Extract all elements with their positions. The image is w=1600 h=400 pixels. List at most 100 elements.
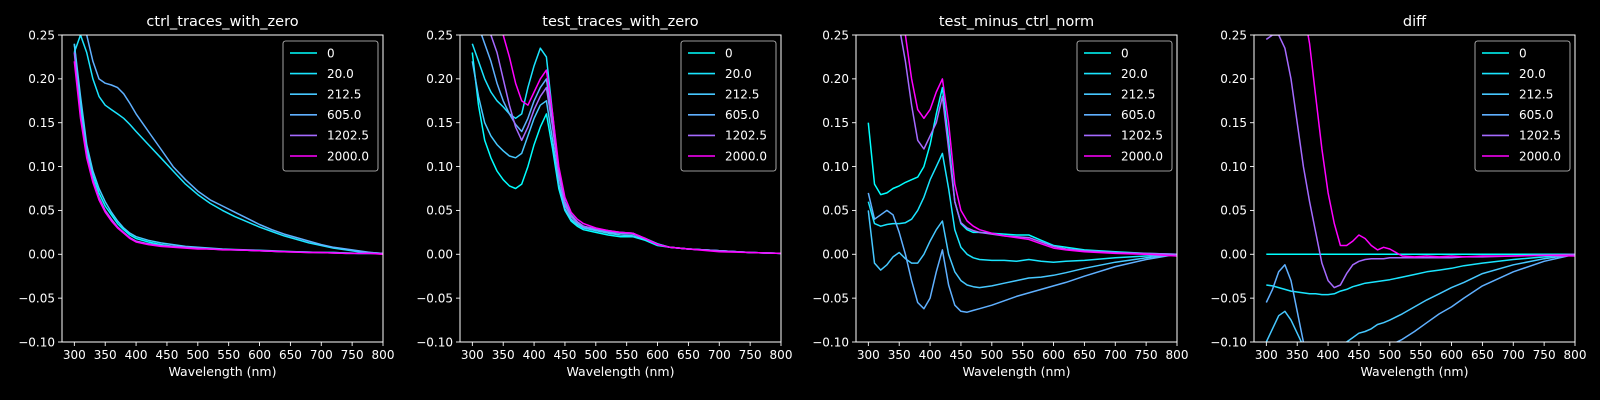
plot-title: test_traces_with_zero (542, 14, 699, 30)
plot-title: ctrl_traces_with_zero (146, 14, 298, 30)
x-axis-label: Wavelength (nm) (1361, 364, 1469, 379)
series-line-3 (1265, 253, 1575, 342)
legend-entry: 2000.0 (725, 149, 767, 163)
y-tick-label: 0.05 (426, 204, 453, 218)
legend-entry: 2000.0 (1121, 149, 1163, 163)
y-tick-label: −0.05 (18, 291, 55, 305)
y-tick-label: −0.05 (416, 291, 453, 305)
x-tick-label: 450 (949, 348, 972, 362)
legend-entry: 20.0 (1519, 67, 1546, 81)
series-line-1 (1266, 253, 1575, 296)
subplot-1: ctrl_traces_with_zero 300 350 400 450 500 550 6… (18, 14, 394, 379)
x-tick-label: 300 (461, 348, 484, 362)
x-tick-label: 550 (615, 348, 638, 362)
series-line-5 (73, 61, 383, 256)
subplot-3: test_minus_ctrl_norm 300 350 400 450 500 550 60… (812, 14, 1188, 379)
y-tick-label: −0.10 (812, 335, 849, 349)
y-tick-label: −0.10 (1210, 335, 1247, 349)
x-tick-label: 650 (1073, 348, 1096, 362)
y-tick-label: 0.00 (1220, 248, 1247, 262)
x-tick-label: 550 (217, 348, 240, 362)
x-tick-label: 550 (1409, 348, 1432, 362)
y-tick-label: 0.15 (1220, 116, 1247, 130)
y-tick-label: 0.15 (426, 116, 453, 130)
legend-entry: 20.0 (327, 67, 354, 81)
legend-entry: 20.0 (1121, 67, 1148, 81)
y-tick-label: 0.05 (822, 204, 849, 218)
y-tick-label: 0.25 (822, 28, 849, 42)
legend-entry: 2000.0 (327, 149, 369, 163)
x-tick-label: 550 (1011, 348, 1034, 362)
series-line-5 (904, 35, 1177, 257)
x-axis-label: Wavelength (nm) (963, 364, 1071, 379)
y-tick-label: 0.00 (28, 248, 55, 262)
y-tick-label: 0.15 (28, 116, 55, 130)
x-tick-label: 750 (341, 348, 364, 362)
x-tick-label: 700 (708, 348, 731, 362)
x-tick-label: 350 (1286, 348, 1309, 362)
x-axis-label: Wavelength (nm) (567, 364, 675, 379)
legend-entry: 605.0 (1121, 108, 1155, 122)
legend-entry: 605.0 (1519, 108, 1553, 122)
y-tick-label: 0.10 (426, 160, 453, 174)
x-axis-label: Wavelength (nm) (169, 364, 277, 379)
x-tick-label: 350 (888, 348, 911, 362)
x-tick-label: 800 (770, 348, 793, 362)
series-line-1 (867, 152, 1177, 263)
x-tick-label: 500 (1378, 348, 1401, 362)
subplot-2: test_traces_with_zero 300 350 400 450 500 550 6… (416, 14, 793, 379)
legend: 0 20.0 212.5 605.0 1202.5 2000.0 (1474, 40, 1571, 172)
x-tick-label: 750 (1135, 348, 1158, 362)
legend-entry: 0 (1519, 46, 1527, 60)
y-tick-label: 0.00 (822, 248, 849, 262)
legend-entry: 212.5 (327, 88, 361, 102)
legend: 0 20.0 212.5 605.0 1202.5 2000.0 (282, 40, 379, 172)
y-tick-label: 0.10 (28, 160, 55, 174)
axes-frame (1253, 34, 1576, 343)
y-tick-label: −0.05 (812, 291, 849, 305)
legend: 0 20.0 212.5 605.0 1202.5 2000.0 (1076, 40, 1173, 172)
x-tick-label: 650 (1471, 348, 1494, 362)
series-lines (73, 35, 383, 256)
y-tick-label: −0.05 (1210, 291, 1247, 305)
series-line-1 (73, 35, 383, 255)
series-line-3 (867, 192, 1177, 313)
legend-entry: 212.5 (725, 88, 759, 102)
x-tick-label: 650 (677, 348, 700, 362)
y-tick-label: 0.20 (1220, 72, 1247, 86)
y-tick-label: 0.10 (1220, 160, 1247, 174)
legend-entry: 0 (327, 46, 335, 60)
x-tick-label: 750 (1533, 348, 1556, 362)
x-tick-label: 600 (1042, 348, 1065, 362)
axes-frame (855, 34, 1178, 343)
legend-entry: 20.0 (725, 67, 752, 81)
y-tick-label: 0.10 (822, 160, 849, 174)
x-tick-label: 650 (279, 348, 302, 362)
x-tick-label: 400 (919, 348, 942, 362)
legend-entry: 0 (725, 46, 733, 60)
y-tick-label: 0.15 (822, 116, 849, 130)
legend: 0 20.0 212.5 605.0 1202.5 2000.0 (680, 40, 777, 172)
x-tick-label: 800 (1564, 348, 1587, 362)
legend-entry: 605.0 (725, 108, 759, 122)
legend-entry: 212.5 (1519, 88, 1553, 102)
legend-entry: 1202.5 (327, 129, 369, 143)
plot-title: diff (1403, 14, 1427, 30)
y-tick-label: 0.25 (426, 28, 453, 42)
y-tick-label: 0.05 (28, 204, 55, 218)
y-tick-label: −0.10 (416, 335, 453, 349)
x-tick-label: 600 (248, 348, 271, 362)
legend-entry: 212.5 (1121, 88, 1155, 102)
x-tick-label: 500 (186, 348, 209, 362)
series-line-4 (899, 35, 1177, 256)
x-tick-label: 700 (1502, 348, 1525, 362)
y-tick-label: −0.10 (18, 335, 55, 349)
series-line-5 (472, 35, 781, 255)
x-tick-label: 600 (646, 348, 669, 362)
x-tick-label: 300 (1255, 348, 1278, 362)
axes-frame (61, 34, 384, 343)
x-tick-label: 450 (1347, 348, 1370, 362)
y-tick-label: 0.20 (28, 72, 55, 86)
y-tick-label: 0.00 (426, 248, 453, 262)
x-tick-label: 450 (553, 348, 576, 362)
